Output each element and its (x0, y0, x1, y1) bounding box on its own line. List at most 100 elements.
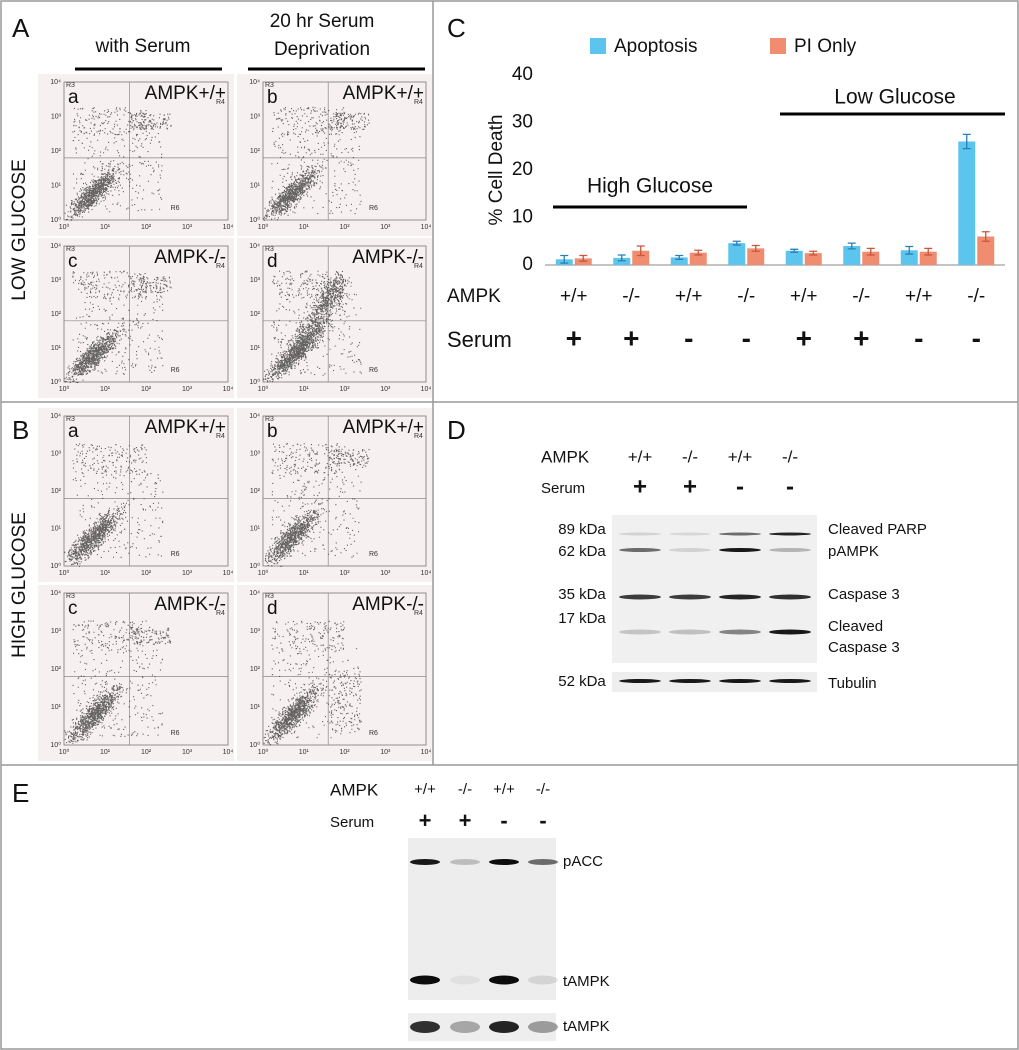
legend-swatch (590, 38, 606, 54)
plot-letter: c (68, 251, 78, 272)
panel-label: E (12, 778, 29, 808)
panel-label: B (12, 415, 29, 445)
serum-label: - (539, 808, 546, 833)
axis-tick-label: 10¹ (51, 525, 62, 532)
bar (632, 250, 650, 265)
axis-tick-label: 10⁰ (59, 223, 70, 231)
plot-frame (63, 81, 229, 221)
row-label: AMPK (330, 780, 379, 799)
axis-tick-label: 10⁴ (223, 224, 234, 231)
serum-label: - (972, 322, 981, 353)
panel-label: C (447, 13, 466, 43)
axis-tick-label: 10⁴ (223, 570, 234, 577)
bar (843, 246, 861, 265)
genotype-label: -/- (782, 447, 798, 466)
axis-tick-label: 10¹ (100, 749, 111, 756)
error-bar (560, 254, 569, 264)
plot-letter: d (267, 251, 278, 272)
y-axis-title: % Cell Death (486, 115, 507, 226)
axis-tick-label: 10² (339, 386, 350, 393)
axis-tick-label: 10⁴ (249, 413, 260, 420)
y-tick-label: 10 (512, 207, 533, 228)
bar (958, 141, 976, 265)
axis-tick-label: 10³ (182, 386, 193, 393)
serum-label: + (459, 808, 472, 833)
row-label: Serum (447, 327, 512, 352)
blot-band (410, 859, 440, 865)
error-bar (790, 248, 799, 253)
row-label: HIGH GLUCOSE (9, 512, 30, 658)
axis-tick-label: 10¹ (250, 345, 261, 352)
band-label: Caspase 3 (828, 639, 900, 656)
gate-label: R4 (216, 263, 225, 270)
category-label: -/- (852, 286, 870, 307)
blot-band (719, 532, 761, 536)
blot-band (619, 594, 661, 600)
genotype-label: -/- (458, 781, 472, 798)
axis-tick-label: 10² (339, 749, 350, 756)
error-bar (962, 133, 971, 150)
error-bar (847, 242, 856, 250)
axis-tick-label: 10¹ (299, 570, 310, 577)
blot-band (669, 594, 711, 600)
gate-label: R4 (216, 610, 225, 617)
blot-band (450, 1021, 480, 1033)
band-label: Cleaved PARP (828, 521, 927, 538)
plot-frame (262, 81, 427, 221)
y-tick-label: 20 (512, 159, 533, 180)
gate-label: R4 (414, 99, 423, 106)
error-bar (866, 247, 875, 256)
bar (613, 257, 631, 265)
serum-label: - (684, 322, 693, 353)
plot-background (38, 238, 234, 398)
axis-tick-label: 10⁰ (249, 216, 260, 224)
gate-label: R3 (66, 416, 75, 423)
axis-tick-label: 10³ (250, 450, 261, 457)
legend-swatch (770, 38, 786, 54)
band-label: pAMPK (828, 543, 879, 560)
axis-tick-label: 10⁴ (50, 243, 61, 250)
axis-tick-label: 10⁴ (421, 749, 432, 756)
blot-band (769, 594, 811, 600)
plot-letter: b (267, 87, 278, 108)
axis-tick-label: 10⁰ (249, 741, 260, 749)
blot (612, 672, 817, 692)
axis-tick-label: 10⁴ (421, 386, 432, 393)
gate-label: R3 (66, 246, 75, 253)
blot-band (669, 548, 711, 552)
y-tick-label: 0 (522, 254, 533, 275)
gate-label: R3 (265, 593, 274, 600)
gate-label: R6 (171, 367, 180, 374)
genotype-label: +/+ (628, 447, 653, 466)
axis-tick-label: 10² (51, 488, 62, 495)
genotype-label: +/+ (493, 781, 515, 798)
bar (804, 253, 822, 265)
bar (670, 257, 688, 265)
plot-frame (262, 592, 427, 746)
axis-tick-label: 10⁰ (258, 569, 269, 577)
blot-band (619, 679, 661, 683)
plot-frame (63, 245, 229, 383)
genotype-label: +/+ (414, 781, 436, 798)
row-label: Serum (330, 814, 374, 831)
plot-background (237, 238, 432, 398)
axis-tick-label: 10⁰ (258, 223, 269, 231)
serum-label: + (419, 808, 432, 833)
axis-tick-label: 10⁰ (50, 216, 61, 224)
blot-band (450, 975, 480, 985)
gate-label: R6 (171, 551, 180, 558)
axis-tick-label: 10³ (250, 113, 261, 120)
category-label: +/+ (560, 286, 587, 307)
row-label: Serum (541, 480, 585, 497)
band-label: tAMPK (563, 973, 610, 990)
band-label: Caspase 3 (828, 586, 900, 603)
flow-events (263, 620, 362, 746)
serum-label: - (742, 322, 751, 353)
axis-tick-label: 10³ (182, 570, 193, 577)
blot-band (450, 859, 480, 865)
serum-label: - (500, 808, 507, 833)
axis-tick-label: 10² (250, 488, 261, 495)
axis-tick-label: 10¹ (100, 224, 111, 231)
flow-events (64, 270, 172, 384)
band-label: Tubulin (828, 675, 877, 692)
